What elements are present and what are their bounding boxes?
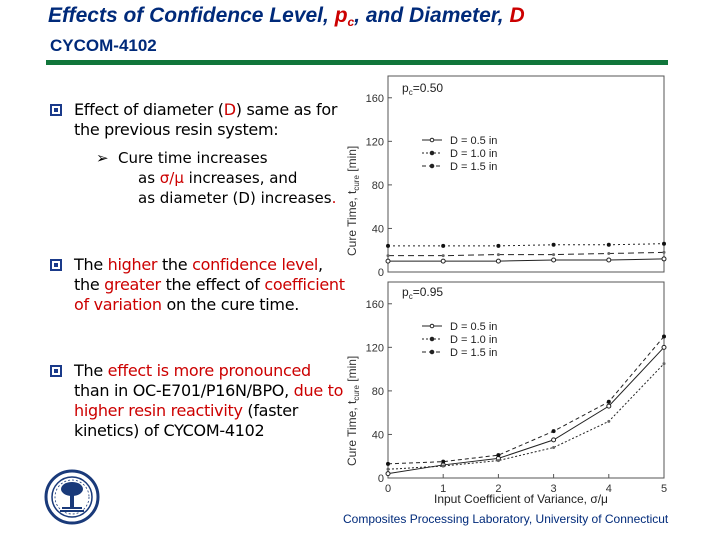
data-point bbox=[496, 459, 500, 463]
plot-frame bbox=[387, 281, 665, 479]
y-tick-label: 0 bbox=[378, 267, 384, 279]
data-point bbox=[606, 257, 612, 263]
x-tick-label: 1 bbox=[440, 483, 446, 495]
x-tick-label: 2 bbox=[495, 483, 501, 495]
data-point bbox=[440, 258, 446, 264]
bullet-text: Effect of diameter (D) same as for the p… bbox=[74, 100, 338, 139]
data-point bbox=[551, 257, 557, 263]
series-line bbox=[388, 258, 665, 262]
legend-marker bbox=[429, 163, 435, 169]
data-point bbox=[552, 253, 556, 257]
top-chart-ylabel: Cure Time, tcure [min] bbox=[345, 146, 361, 256]
bullet-diameter-effect: Effect of diameter (D) same as for the p… bbox=[50, 100, 350, 140]
data-point bbox=[386, 254, 390, 258]
arrow-bullet-icon: ➢ bbox=[96, 149, 109, 167]
data-point bbox=[496, 453, 501, 458]
data-point bbox=[662, 250, 666, 254]
legend-label: D = 0.5 in bbox=[450, 135, 497, 147]
data-point bbox=[385, 258, 391, 264]
x-tick-label: 3 bbox=[551, 483, 557, 495]
y-tick-label: 40 bbox=[372, 223, 384, 235]
data-point bbox=[661, 256, 667, 262]
sub-bullet-cure-time: ➢ Cure time increases as σ/μ increases, … bbox=[96, 148, 336, 208]
legend-marker bbox=[429, 323, 435, 329]
series-line bbox=[387, 363, 665, 470]
legend-marker bbox=[429, 137, 435, 143]
bullet-text: The higher the confidence level, the gre… bbox=[74, 255, 345, 314]
data-point bbox=[662, 334, 666, 339]
legend-marker bbox=[429, 349, 435, 355]
data-point bbox=[495, 258, 501, 264]
y-tick-label: 160 bbox=[366, 299, 384, 311]
legend-label: D = 1.5 in bbox=[450, 161, 497, 173]
top-chart-annotation: pc=0.50 bbox=[402, 81, 443, 97]
data-point bbox=[441, 254, 445, 258]
y-tick-label: 80 bbox=[372, 180, 384, 192]
page-subtitle: CYCOM-4102 bbox=[50, 36, 157, 55]
series-line bbox=[388, 251, 665, 257]
chart-pc-095: 0 40 80 120 160 0 1 2 3 4 5 D = 0.5 inD = 1.0 inD =… bbox=[366, 281, 667, 495]
data-point bbox=[551, 429, 556, 434]
checkbox-bullet-icon bbox=[50, 104, 62, 116]
series-line bbox=[387, 336, 665, 465]
bottom-chart-ylabel: Cure Time, tcure [min] bbox=[345, 356, 361, 466]
data-point bbox=[386, 243, 390, 248]
cure-time-charts: Cure Time, tcure [min] Cure Time, tcure … bbox=[345, 75, 667, 506]
data-point bbox=[551, 437, 557, 443]
y-tick-label: 120 bbox=[366, 136, 384, 148]
y-tick-label: 80 bbox=[372, 386, 384, 398]
data-point bbox=[552, 446, 556, 450]
checkbox-bullet-icon bbox=[50, 365, 62, 377]
data-point bbox=[386, 467, 390, 471]
data-point bbox=[661, 344, 667, 350]
data-point bbox=[662, 241, 666, 246]
data-point bbox=[386, 461, 390, 466]
data-point bbox=[606, 399, 611, 404]
university-seal-icon bbox=[44, 468, 100, 526]
checkbox-bullet-icon bbox=[50, 259, 62, 271]
legend-label: D = 1.0 in bbox=[450, 334, 497, 346]
legend-marker bbox=[429, 150, 435, 156]
data-point bbox=[607, 251, 611, 255]
legend-label: D = 1.0 in bbox=[450, 148, 497, 160]
bottom-chart-xlabel: Input Coefficient of Variance, σ/μ bbox=[434, 492, 608, 506]
x-tick-label: 5 bbox=[661, 483, 667, 495]
data-point bbox=[551, 242, 556, 247]
bullet-resin-reactivity: The effect is more pronounced than in OC… bbox=[50, 361, 350, 441]
data-point bbox=[385, 471, 391, 477]
y-tick-label: 120 bbox=[366, 342, 384, 354]
y-tick-label: 40 bbox=[372, 429, 384, 441]
sub-bullet-text: Cure time increases as σ/μ increases, an… bbox=[118, 149, 337, 207]
series-line bbox=[388, 243, 665, 247]
legend-marker bbox=[429, 336, 435, 342]
footer-credit: Composites Processing Laboratory, Univer… bbox=[343, 512, 669, 526]
data-point bbox=[441, 464, 445, 468]
data-point bbox=[441, 459, 446, 464]
data-point bbox=[607, 419, 611, 423]
data-point bbox=[606, 242, 611, 247]
bullet-confidence-level: The higher the confidence level, the gre… bbox=[50, 255, 350, 315]
x-tick-label: 0 bbox=[385, 483, 391, 495]
page-title: Effects of Confidence Level, pc, and Dia… bbox=[48, 4, 525, 29]
data-point bbox=[441, 243, 446, 248]
legend-label: D = 1.5 in bbox=[450, 347, 497, 359]
y-tick-label: 160 bbox=[366, 93, 384, 105]
bullet-text: The effect is more pronounced than in OC… bbox=[74, 361, 344, 440]
data-point bbox=[496, 253, 500, 257]
chart-pc-050: 0 40 80 120 160 D = 0.5 inD = 1.0 inD = 1.5 i… bbox=[366, 75, 667, 279]
legend-label: D = 0.5 in bbox=[450, 321, 497, 333]
plot-frame bbox=[387, 75, 665, 273]
data-point bbox=[496, 243, 501, 248]
series-line bbox=[387, 346, 665, 475]
y-tick-label: 0 bbox=[378, 473, 384, 485]
x-tick-label: 4 bbox=[606, 483, 612, 495]
data-point bbox=[662, 362, 666, 366]
bottom-chart-annotation: pc=0.95 bbox=[402, 285, 443, 301]
title-divider bbox=[46, 60, 668, 65]
data-point bbox=[606, 403, 612, 409]
